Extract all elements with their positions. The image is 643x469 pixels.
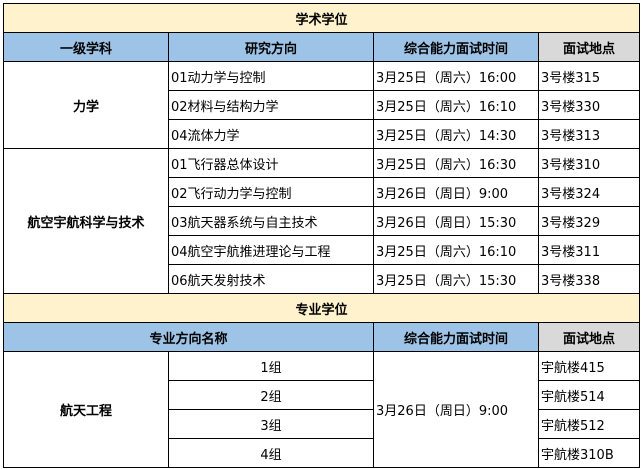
table-row: 航天工程 1组 3月26日（周日）9:00 宇航楼415 bbox=[3, 351, 641, 468]
section-title-row: 学术学位 bbox=[2, 3, 641, 33]
table-row: 02飞行动力学与控制 3月26日（周日）9:00 3号楼324 bbox=[4, 177, 641, 207]
interview-time-cell: 3月25日（周六）15:30 bbox=[373, 264, 539, 294]
interview-time-cell: 3月25日（周六）14:30 bbox=[373, 119, 539, 149]
research-direction-cell: 04航空宇航推进理论与工程 bbox=[168, 235, 374, 265]
interview-location-cell: 3号楼311 bbox=[537, 235, 641, 265]
column-header: 面试地点 bbox=[537, 32, 641, 62]
interview-time-cell: 3月25日（周六）16:30 bbox=[373, 148, 539, 178]
interview-time-cell: 3月25日（周六）16:00 bbox=[373, 61, 539, 91]
section-title-row: 专业学位 bbox=[2, 293, 641, 323]
table-row: 04航空宇航推进理论与工程 3月25日（周六）16:10 3号楼311 bbox=[4, 235, 641, 265]
group-cell: 1组 bbox=[168, 351, 374, 381]
interview-time-cell: 3月25日（周六）16:10 bbox=[373, 90, 539, 120]
table-row: 3组 宇航楼512 bbox=[4, 409, 641, 439]
table-row: 02材料与结构力学 3月25日（周六）16:10 3号楼330 bbox=[4, 90, 641, 120]
table-row: 06航天发射技术 3月25日（周六）15:30 3号楼338 bbox=[4, 264, 641, 294]
interview-location-cell: 宇航楼514 bbox=[537, 380, 641, 410]
research-direction-cell: 03航天器系统与自主技术 bbox=[168, 206, 374, 236]
research-direction-cell: 04流体力学 bbox=[168, 119, 374, 149]
table-row: 03航天器系统与自主技术 3月26日（周日）15:30 3号楼329 bbox=[4, 206, 641, 236]
interview-location-cell: 3号楼310 bbox=[537, 148, 641, 178]
research-direction-cell: 01动力学与控制 bbox=[168, 61, 374, 91]
interview-location-cell: 3号楼338 bbox=[537, 264, 641, 294]
group-cell: 3组 bbox=[168, 409, 374, 439]
interview-location-cell: 3号楼329 bbox=[537, 206, 641, 236]
interview-time-cell: 3月26日（周日）15:30 bbox=[373, 206, 539, 236]
header-row: 一级学科 研究方向 综合能力面试时间 面试地点 bbox=[3, 32, 641, 62]
table-row: 航空宇航科学与技术 01飞行器总体设计 3月25日（周六）16:30 3号楼310 bbox=[3, 148, 641, 294]
research-direction-cell: 06航天发射技术 bbox=[168, 264, 374, 294]
research-direction-cell: 01飞行器总体设计 bbox=[168, 148, 374, 178]
interview-time-cell: 3月26日（周日）9:00 bbox=[373, 177, 539, 207]
subject-cell: 力学 bbox=[3, 61, 169, 149]
interview-schedule-table: 学术学位 一级学科 研究方向 综合能力面试时间 面试地点 力学 01动力学与控制 3月25日（… bbox=[2, 3, 641, 468]
table-row: 4组 宇航楼310B bbox=[4, 438, 641, 468]
group-cell: 2组 bbox=[168, 380, 374, 410]
header-row: 专业方向名称 综合能力面试时间 面试地点 bbox=[3, 322, 641, 352]
column-header: 研究方向 bbox=[168, 32, 374, 62]
interview-time-cell: 3月26日（周日）9:00 bbox=[373, 351, 539, 468]
column-header: 一级学科 bbox=[3, 32, 169, 62]
research-direction-cell: 02飞行动力学与控制 bbox=[168, 177, 374, 207]
column-header: 专业方向名称 bbox=[3, 322, 374, 352]
interview-location-cell: 3号楼315 bbox=[537, 61, 641, 91]
interview-location-cell: 3号楼330 bbox=[537, 90, 641, 120]
section-title: 学术学位 bbox=[2, 3, 641, 33]
section-title: 专业学位 bbox=[2, 293, 641, 323]
interview-time-cell: 3月25日（周六）16:10 bbox=[373, 235, 539, 265]
interview-location-cell: 宇航楼512 bbox=[537, 409, 641, 439]
subject-cell: 航空宇航科学与技术 bbox=[3, 148, 169, 294]
interview-location-cell: 3号楼313 bbox=[537, 119, 641, 149]
research-direction-cell: 02材料与结构力学 bbox=[168, 90, 374, 120]
column-header: 综合能力面试时间 bbox=[373, 322, 539, 352]
table-row: 力学 01动力学与控制 3月25日（周六）16:00 3号楼315 bbox=[3, 61, 641, 149]
table-row: 04流体力学 3月25日（周六）14:30 3号楼313 bbox=[4, 119, 641, 149]
interview-location-cell: 宇航楼310B bbox=[537, 438, 641, 468]
column-header: 综合能力面试时间 bbox=[373, 32, 539, 62]
interview-location-cell: 3号楼324 bbox=[537, 177, 641, 207]
interview-location-cell: 宇航楼415 bbox=[537, 351, 641, 381]
subject-cell: 航天工程 bbox=[3, 351, 169, 468]
column-header: 面试地点 bbox=[537, 322, 641, 352]
group-cell: 4组 bbox=[168, 438, 374, 468]
